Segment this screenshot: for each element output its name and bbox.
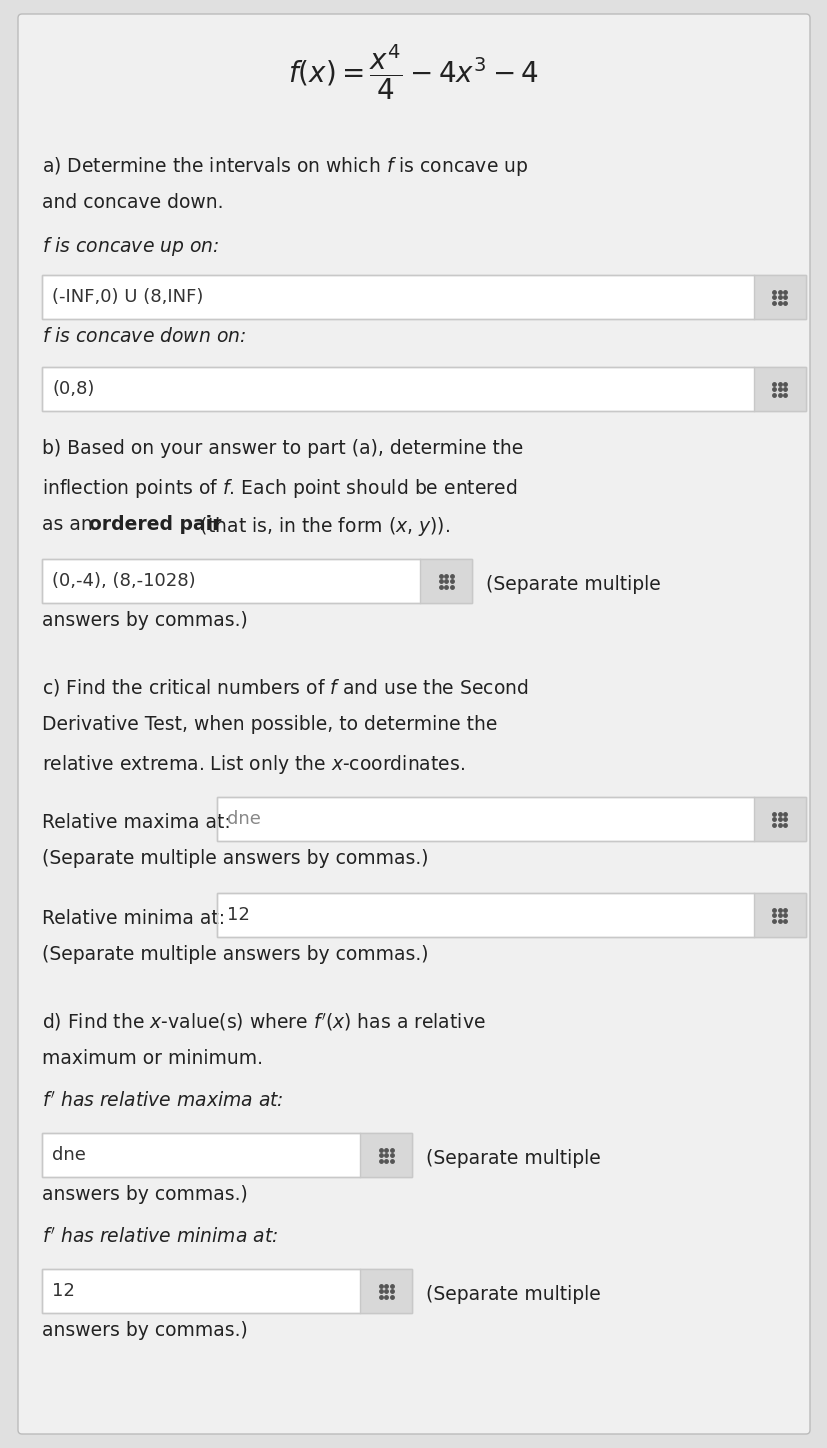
Text: dne: dne — [52, 1145, 86, 1164]
Bar — [217, 893, 805, 937]
Text: (Separate multiple answers by commas.): (Separate multiple answers by commas.) — [42, 849, 428, 867]
Text: answers by commas.): answers by commas.) — [42, 1321, 247, 1339]
Text: (Separate multiple answers by commas.): (Separate multiple answers by commas.) — [42, 946, 428, 964]
Bar — [753, 275, 805, 319]
Text: 12: 12 — [227, 906, 250, 924]
Text: as an: as an — [42, 515, 98, 534]
Text: (-INF,0) U (8,INF): (-INF,0) U (8,INF) — [52, 288, 203, 306]
Text: relative extrema. List only the $x$-coordinates.: relative extrema. List only the $x$-coor… — [42, 753, 465, 776]
Bar — [42, 559, 471, 602]
Text: dne: dne — [227, 809, 261, 828]
Text: Derivative Test, when possible, to determine the: Derivative Test, when possible, to deter… — [42, 715, 497, 734]
Text: $f'$ has relative minima at:: $f'$ has relative minima at: — [42, 1226, 278, 1247]
Text: (Separate multiple: (Separate multiple — [425, 1150, 600, 1169]
Text: Relative minima at:: Relative minima at: — [42, 909, 225, 928]
Bar — [42, 1132, 412, 1177]
Bar — [360, 1268, 412, 1313]
Bar — [42, 559, 471, 602]
Bar — [42, 275, 805, 319]
Text: $f$ is concave down on:: $f$ is concave down on: — [42, 327, 246, 346]
Text: and concave down.: and concave down. — [42, 193, 223, 211]
Text: maximum or minimum.: maximum or minimum. — [42, 1048, 263, 1069]
Bar — [753, 796, 805, 841]
Bar — [42, 366, 805, 411]
Text: (0,-4), (8,-1028): (0,-4), (8,-1028) — [52, 572, 195, 589]
FancyBboxPatch shape — [18, 14, 809, 1434]
Bar — [42, 1268, 412, 1313]
Text: c) Find the critical numbers of $f$ and use the Second: c) Find the critical numbers of $f$ and … — [42, 678, 528, 698]
Bar — [42, 1268, 412, 1313]
Text: Relative maxima at:: Relative maxima at: — [42, 814, 231, 833]
Bar — [753, 366, 805, 411]
Bar — [42, 366, 805, 411]
Text: d) Find the $x$-value(s) where $f'(x)$ has a relative: d) Find the $x$-value(s) where $f'(x)$ h… — [42, 1011, 485, 1032]
Bar — [42, 275, 805, 319]
Text: $f'$ has relative maxima at:: $f'$ has relative maxima at: — [42, 1090, 284, 1111]
Text: 12: 12 — [52, 1281, 74, 1300]
Text: (Separate multiple: (Separate multiple — [425, 1286, 600, 1305]
Text: a) Determine the intervals on which $f$ is concave up: a) Determine the intervals on which $f$ … — [42, 155, 528, 178]
Text: ordered pair: ordered pair — [88, 515, 222, 534]
Bar — [360, 1132, 412, 1177]
Text: $f$ is concave up on:: $f$ is concave up on: — [42, 235, 219, 258]
Bar — [419, 559, 471, 602]
Bar — [753, 893, 805, 937]
Text: b) Based on your answer to part (a), determine the: b) Based on your answer to part (a), det… — [42, 439, 523, 458]
Text: (Separate multiple: (Separate multiple — [485, 575, 660, 595]
Bar — [217, 796, 805, 841]
Text: inflection points of $f$. Each point should be entered: inflection points of $f$. Each point sho… — [42, 476, 517, 500]
Text: answers by commas.): answers by commas.) — [42, 611, 247, 630]
Text: $f(x) = \dfrac{x^4}{4} - 4x^3 - 4$: $f(x) = \dfrac{x^4}{4} - 4x^3 - 4$ — [288, 42, 539, 101]
Text: (that is, in the form ($x$, $y$)).: (that is, in the form ($x$, $y$)). — [194, 515, 449, 539]
Bar — [42, 1132, 412, 1177]
Bar — [217, 893, 805, 937]
Text: answers by commas.): answers by commas.) — [42, 1184, 247, 1203]
Bar — [217, 796, 805, 841]
Text: (0,8): (0,8) — [52, 379, 94, 398]
